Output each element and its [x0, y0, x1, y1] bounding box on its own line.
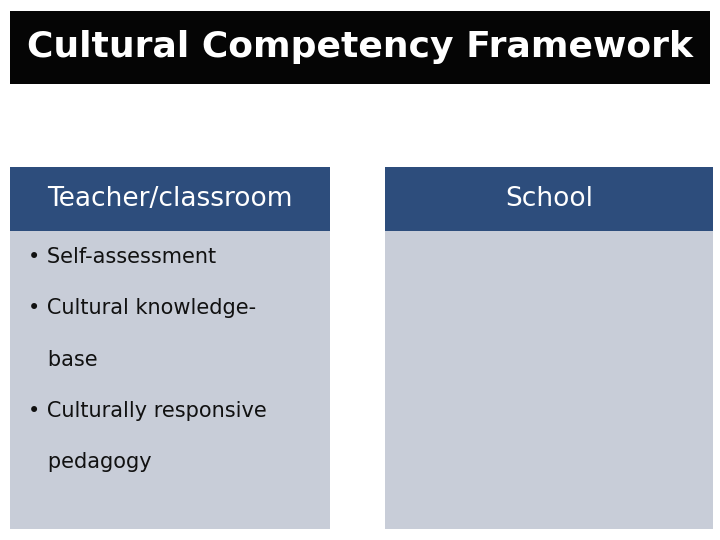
FancyBboxPatch shape — [10, 167, 330, 231]
Text: School: School — [505, 186, 593, 212]
Text: • Cultural knowledge-: • Cultural knowledge- — [28, 298, 256, 318]
Text: base: base — [28, 349, 98, 369]
Text: Teacher/classroom: Teacher/classroom — [48, 186, 293, 212]
Text: • Culturally responsive: • Culturally responsive — [28, 401, 267, 421]
Text: pedagogy: pedagogy — [28, 452, 152, 472]
Text: • Self-assessment: • Self-assessment — [28, 247, 216, 267]
FancyBboxPatch shape — [10, 11, 710, 84]
FancyBboxPatch shape — [385, 167, 713, 231]
FancyBboxPatch shape — [385, 167, 713, 529]
Text: Cultural Competency Framework: Cultural Competency Framework — [27, 30, 693, 64]
FancyBboxPatch shape — [10, 167, 330, 529]
